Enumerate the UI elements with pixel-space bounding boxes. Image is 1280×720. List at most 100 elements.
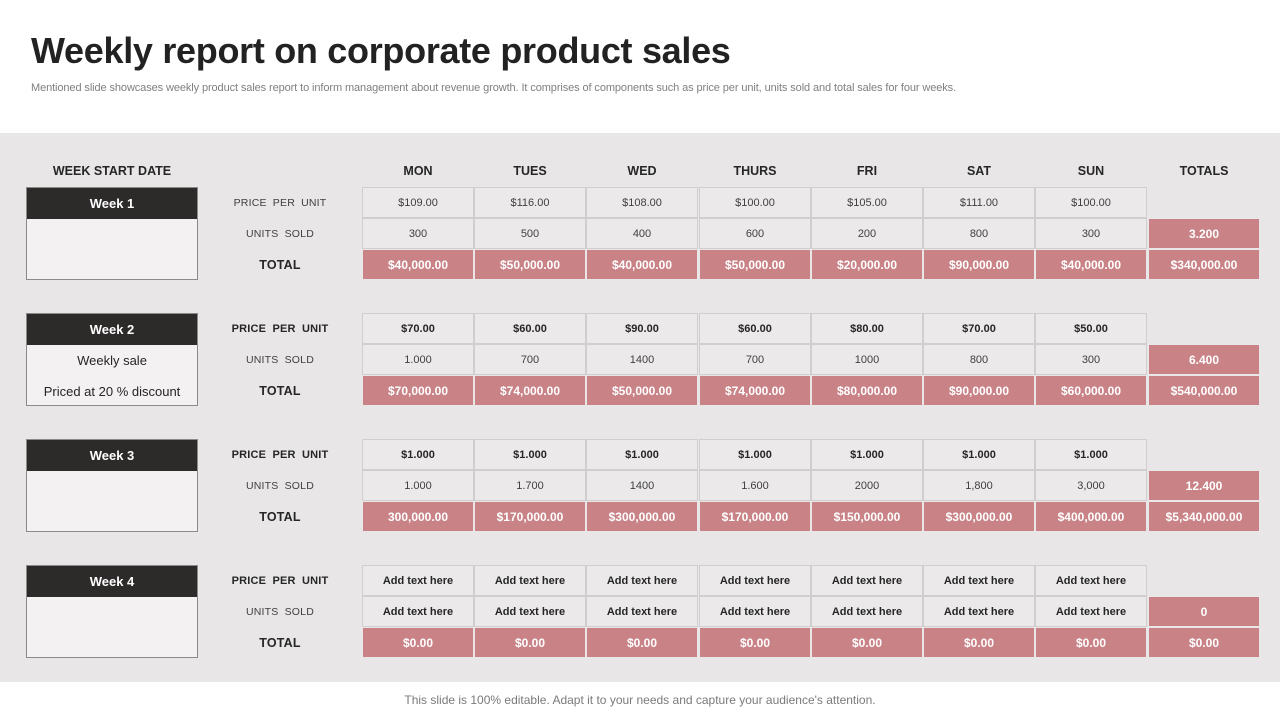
- day-header-fri: FRI: [856, 164, 878, 178]
- total-cell: $0.00: [811, 627, 923, 658]
- total-cell: $0.00: [474, 627, 586, 658]
- price-cell: $50.00: [1035, 313, 1147, 344]
- total-cell: $70,000.00: [362, 375, 474, 406]
- total-cell: $0.00: [1035, 627, 1147, 658]
- price-cell: $100.00: [1035, 187, 1147, 218]
- week-note: [27, 219, 197, 250]
- page-subtitle: Mentioned slide showcases weekly product…: [31, 82, 957, 94]
- price-per-unit-label: PRICE PER UNIT: [231, 574, 329, 587]
- price-cell: $60.00: [474, 313, 586, 344]
- price-cell: $105.00: [811, 187, 923, 218]
- day-header-mon: MON: [403, 164, 433, 178]
- units-cell: 3,000: [1035, 470, 1147, 501]
- total-cell: $50,000.00: [474, 249, 586, 280]
- day-header-thurs: THURS: [733, 164, 777, 178]
- week-note: [27, 502, 197, 533]
- units-sold-label: UNITS SOLD: [245, 479, 314, 492]
- price-cell: $1.000: [586, 439, 698, 470]
- total-cell: $400,000.00: [1035, 501, 1147, 532]
- units-cell[interactable]: Add text here: [923, 596, 1035, 627]
- units-cell[interactable]: Add text here: [1035, 596, 1147, 627]
- price-cell[interactable]: Add text here: [699, 565, 811, 596]
- total-cell: $0.00: [923, 627, 1035, 658]
- price-cell: $111.00: [923, 187, 1035, 218]
- units-cell: 800: [923, 344, 1035, 375]
- total-cell: $150,000.00: [811, 501, 923, 532]
- day-header-tues: TUES: [513, 164, 547, 178]
- price-cell[interactable]: Add text here: [1035, 565, 1147, 596]
- units-cell: 1000: [811, 344, 923, 375]
- units-cell[interactable]: Add text here: [474, 596, 586, 627]
- price-cell: $1.000: [474, 439, 586, 470]
- units-cell: 800: [923, 218, 1035, 249]
- total-cell: $170,000.00: [699, 501, 811, 532]
- day-header-sat: SAT: [966, 164, 992, 178]
- price-cell[interactable]: Add text here: [586, 565, 698, 596]
- price-cell: $80.00: [811, 313, 923, 344]
- units-total-cell: 6.400: [1148, 344, 1260, 375]
- week-note: [27, 471, 197, 502]
- total-cell: $40,000.00: [1035, 249, 1147, 280]
- total-cell: 300,000.00: [362, 501, 474, 532]
- totals-header: TOTALS: [1179, 164, 1229, 178]
- week-note: Priced at 20 % discount: [43, 384, 181, 399]
- units-cell: 300: [1035, 344, 1147, 375]
- grand-total-cell: $340,000.00: [1148, 249, 1260, 280]
- total-cell: $50,000.00: [586, 375, 698, 406]
- units-cell: 1.000: [362, 344, 474, 375]
- units-cell: 700: [699, 344, 811, 375]
- total-cell: $60,000.00: [1035, 375, 1147, 406]
- units-sold-label: UNITS SOLD: [245, 353, 314, 366]
- units-cell: 300: [1035, 218, 1147, 249]
- price-cell: $1.000: [1035, 439, 1147, 470]
- price-cell: $70.00: [362, 313, 474, 344]
- price-per-unit-label: PRICE PER UNIT: [231, 322, 329, 335]
- total-cell: $0.00: [362, 627, 474, 658]
- units-total-cell: 0: [1148, 596, 1260, 627]
- week-label: Week 3: [27, 440, 197, 471]
- units-cell[interactable]: Add text here: [811, 596, 923, 627]
- total-label: TOTAL: [259, 257, 301, 272]
- page-title: Weekly report on corporate product sales: [31, 30, 731, 71]
- units-cell: 1.600: [699, 470, 811, 501]
- units-total-cell: 12.400: [1148, 470, 1260, 501]
- total-cell: $90,000.00: [923, 375, 1035, 406]
- total-cell: $0.00: [586, 627, 698, 658]
- units-cell[interactable]: Add text here: [362, 596, 474, 627]
- units-total-cell: 3.200: [1148, 218, 1260, 249]
- price-cell: $60.00: [699, 313, 811, 344]
- units-cell: 200: [811, 218, 923, 249]
- units-cell[interactable]: Add text here: [699, 596, 811, 627]
- units-cell: 1.700: [474, 470, 586, 501]
- day-header-sun: SUN: [1077, 164, 1105, 178]
- week-note: [27, 628, 197, 659]
- price-cell[interactable]: Add text here: [362, 565, 474, 596]
- price-cell[interactable]: Add text here: [474, 565, 586, 596]
- units-sold-label: UNITS SOLD: [245, 227, 314, 240]
- units-cell: 1400: [586, 344, 698, 375]
- price-cell: $1.000: [811, 439, 923, 470]
- week-note: [27, 250, 197, 281]
- grand-total-cell: $0.00: [1148, 627, 1260, 658]
- day-header-wed: WED: [627, 164, 657, 178]
- week-note: [27, 597, 197, 628]
- total-cell: $80,000.00: [811, 375, 923, 406]
- total-label: TOTAL: [259, 509, 301, 524]
- total-cell: $90,000.00: [923, 249, 1035, 280]
- units-cell[interactable]: Add text here: [586, 596, 698, 627]
- price-cell: $108.00: [586, 187, 698, 218]
- total-cell: $20,000.00: [811, 249, 923, 280]
- units-cell: 1400: [586, 470, 698, 501]
- price-cell: $109.00: [362, 187, 474, 218]
- units-cell: 700: [474, 344, 586, 375]
- price-cell[interactable]: Add text here: [811, 565, 923, 596]
- total-cell: $300,000.00: [586, 501, 698, 532]
- price-cell: $1.000: [923, 439, 1035, 470]
- units-cell: 2000: [811, 470, 923, 501]
- price-cell[interactable]: Add text here: [923, 565, 1035, 596]
- grand-total-cell: $540,000.00: [1148, 375, 1260, 406]
- price-cell: $100.00: [699, 187, 811, 218]
- total-label: TOTAL: [259, 635, 301, 650]
- total-cell: $0.00: [699, 627, 811, 658]
- price-cell: $1.000: [362, 439, 474, 470]
